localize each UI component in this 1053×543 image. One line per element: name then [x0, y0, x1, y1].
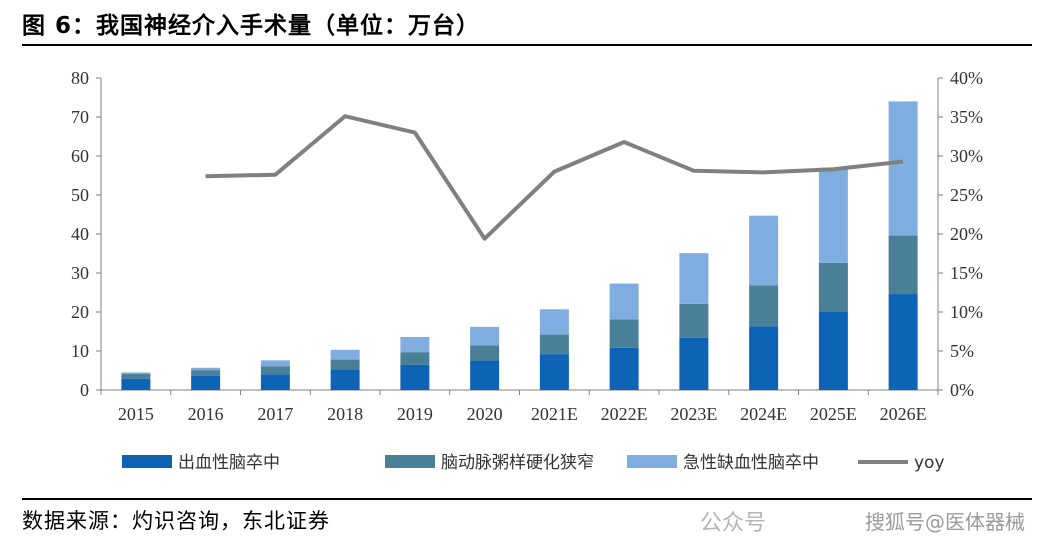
x-tick-label: 2016: [188, 404, 224, 424]
bar-1-2017: [260, 374, 290, 390]
y-right-tick-label: 15%: [950, 263, 983, 283]
bar-1-2026E: [888, 294, 918, 390]
y-right-tick-label: 5%: [950, 341, 974, 361]
bar-2-2015: [121, 374, 151, 379]
bar-2-2017: [260, 366, 290, 375]
bar-2-2019: [400, 352, 430, 365]
y-right-tick-label: 10%: [950, 302, 983, 322]
y-left-tick-label: 70: [71, 107, 89, 127]
bar-3-2020: [470, 326, 500, 346]
bar-2-2022E: [609, 319, 639, 348]
y-left-tick-label: 80: [71, 68, 89, 88]
bar-1-2022E: [609, 347, 639, 390]
legend-label-1: 出血性脑卒中: [178, 453, 280, 473]
legend-swatch-2: [385, 455, 435, 468]
figure-title: 图 6：我国神经介入手术量（单位：万台）: [22, 13, 481, 39]
legend-swatch-1: [122, 455, 172, 468]
source-note: 数据来源：灼识咨询，东北证券: [22, 509, 330, 533]
bar-1-2025E: [818, 312, 848, 390]
legend-label-4: yoy: [914, 453, 945, 473]
bar-2-2018: [330, 359, 360, 370]
bar-1-2016: [191, 375, 221, 390]
bar-2-2021E: [539, 334, 569, 355]
y-left-tick-label: 0: [80, 380, 89, 400]
bar-2-2016: [191, 370, 221, 376]
y-right-tick-label: 20%: [950, 224, 983, 244]
bar-2-2020: [470, 345, 500, 361]
y-right-tick-label: 25%: [950, 185, 983, 205]
watermark-wechat: 公众号: [700, 511, 767, 536]
y-left-tick-label: 50: [71, 185, 89, 205]
bar-3-2022E: [609, 283, 639, 320]
bar-2-2026E: [888, 235, 918, 295]
x-tick-label: 2025E: [810, 404, 857, 424]
y-right-tick-label: 0%: [950, 380, 974, 400]
x-tick-label: 2015: [118, 404, 154, 424]
x-tick-label: 2026E: [880, 404, 927, 424]
legend-swatch-3: [627, 455, 677, 468]
bar-1-2023E: [679, 337, 709, 390]
legend-label-2: 脑动脉粥样硬化狭窄: [441, 453, 594, 473]
title-rule: [22, 44, 1032, 46]
x-tick-label: 2023E: [670, 404, 717, 424]
bar-3-2018: [330, 349, 360, 360]
bar-1-2015: [121, 378, 151, 390]
x-tick-label: 2024E: [740, 404, 787, 424]
y-left-tick-label: 20: [71, 302, 89, 322]
bar-1-2020: [470, 360, 500, 390]
y-left-tick-label: 60: [71, 146, 89, 166]
x-tick-label: 2021E: [531, 404, 578, 424]
source-rule: [22, 498, 1032, 500]
bar-1-2019: [400, 364, 430, 390]
bar-1-2024E: [749, 326, 779, 390]
x-tick-label: 2019: [397, 404, 433, 424]
y-right-tick-label: 30%: [950, 146, 983, 166]
y-left-tick-label: 30: [71, 263, 89, 283]
bar-3-2023E: [679, 253, 709, 304]
bar-3-2025E: [818, 167, 848, 263]
bar-1-2018: [330, 369, 360, 390]
y-right-tick-label: 35%: [950, 107, 983, 127]
bar-3-2016: [191, 367, 221, 371]
bar-2-2025E: [818, 262, 848, 312]
y-right-tick-label: 40%: [950, 68, 983, 88]
bar-3-2019: [400, 336, 430, 353]
x-tick-label: 2020: [467, 404, 503, 424]
bar-3-2024E: [749, 215, 779, 286]
bar-1-2021E: [539, 354, 569, 390]
y-left-tick-label: 40: [71, 224, 89, 244]
legend-label-3: 急性缺血性脑卒中: [683, 453, 819, 473]
x-tick-label: 2018: [327, 404, 363, 424]
bar-2-2023E: [679, 303, 709, 338]
x-tick-label: 2022E: [601, 404, 648, 424]
y-left-tick-label: 10: [71, 341, 89, 361]
watermark: 搜狐号@医体器械: [865, 510, 1025, 534]
bar-3-2015: [121, 372, 151, 375]
bar-3-2021E: [539, 309, 569, 335]
x-tick-label: 2017: [257, 404, 293, 424]
yoy-line: [205, 114, 904, 241]
bar-3-2017: [260, 360, 290, 367]
bar-2-2024E: [749, 285, 779, 327]
bar-3-2026E: [888, 101, 918, 236]
